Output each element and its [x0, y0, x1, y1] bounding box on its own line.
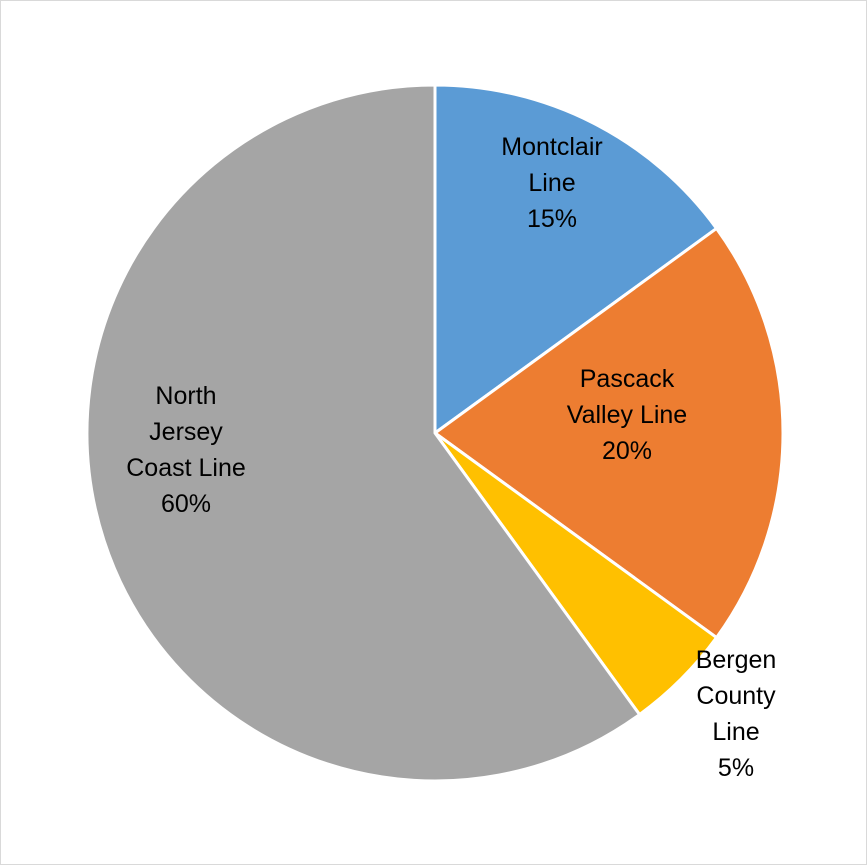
pie-slices [85, 83, 785, 783]
slice-percent-label: 20% [602, 437, 652, 465]
slice-name-line: Bergen [696, 646, 777, 674]
slice-percent-label: 5% [718, 754, 754, 782]
slice-name-line: Pascack [580, 365, 675, 393]
slice-name-line: Montclair [501, 133, 602, 161]
slice-label-montclair-line: Montclair Line 15% [501, 133, 602, 233]
slice-name-line: Valley Line [567, 401, 687, 429]
pie-labels: Montclair Line 15% Pascack Valley Line 20% Ber… [126, 133, 776, 782]
slice-label-pascack-valley-line: Pascack Valley Line 20% [567, 365, 687, 465]
slice-percent-label: 15% [527, 205, 577, 233]
slice-label-bergen-county-line: Bergen County Line 5% [696, 646, 777, 782]
slice-name-line: Coast Line [126, 454, 246, 482]
slice-name-line: County [696, 682, 776, 710]
pie-slice-montclair-line [433, 83, 719, 435]
slice-percent-label: 60% [161, 490, 211, 518]
slice-name-line: Line [712, 718, 759, 746]
slice-name-line: North [155, 382, 216, 410]
slice-name-line: Jersey [149, 418, 223, 446]
pie-slice-north-jersey-coast-line [85, 83, 642, 783]
pie-slice-pascack-valley-line [433, 226, 785, 640]
slice-label-north-jersey-coast-line: North Jersey Coast Line 60% [126, 382, 246, 518]
slice-name-line: Line [528, 169, 575, 197]
